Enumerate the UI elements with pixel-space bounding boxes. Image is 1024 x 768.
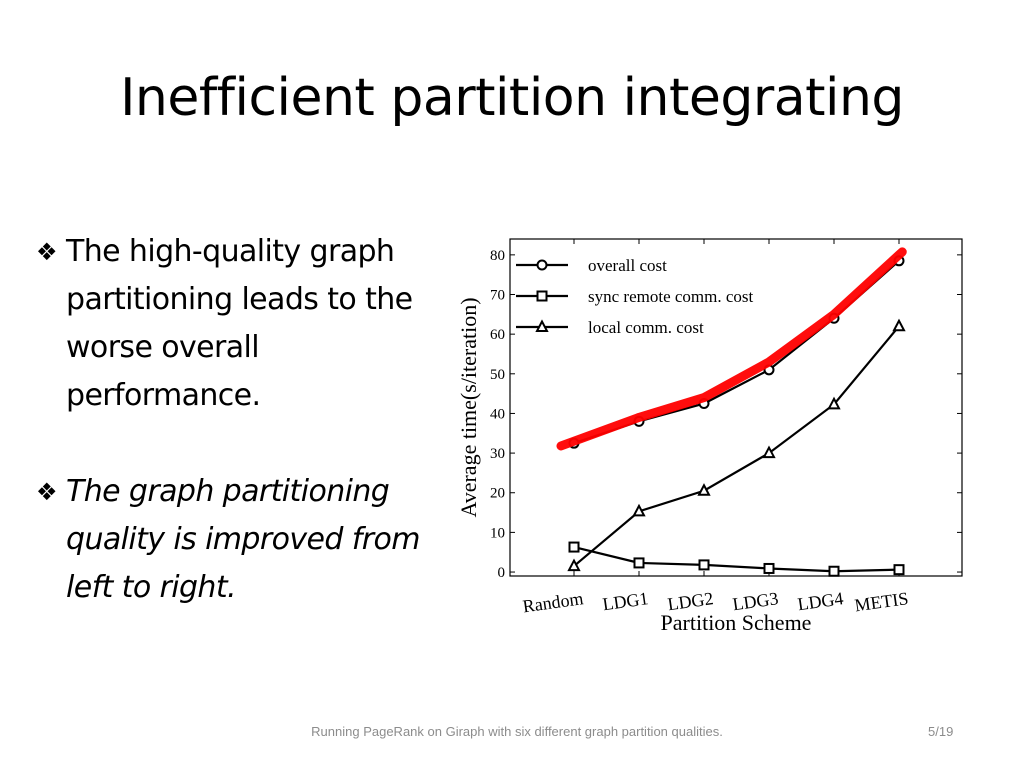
bullet-item: ❖ The graph partitioning quality is impr… <box>36 468 446 612</box>
series-line-square <box>573 545 900 573</box>
diamond-bullet-icon: ❖ <box>36 238 58 266</box>
y-tick-label: 30 <box>490 446 505 462</box>
highlight-line <box>556 247 907 451</box>
legend-marker-circle <box>536 259 548 271</box>
data-point-triangle <box>567 558 581 572</box>
data-point-square <box>568 541 580 553</box>
data-point-square <box>633 557 645 569</box>
x-tick-label: Random <box>521 588 584 616</box>
y-tick-label: 20 <box>490 486 505 502</box>
bullet-text: The graph partitioning quality is improv… <box>66 474 420 605</box>
data-point-square <box>698 559 710 571</box>
y-tick-label: 80 <box>490 248 505 264</box>
y-tick-label: 0 <box>498 565 506 581</box>
data-point-triangle <box>762 445 776 459</box>
series-line-triangle <box>573 325 900 567</box>
data-point-triangle <box>632 503 646 517</box>
x-axis-title: Partition Scheme <box>661 610 812 635</box>
x-tick-label: METIS <box>853 588 909 615</box>
legend-label: overall cost <box>588 256 667 275</box>
legend-marker-square <box>536 290 548 302</box>
chart: 0 10 20 30 40 50 60 70 80 Random LDG1 LDG2 LDG3 LDG4 M… <box>448 225 978 645</box>
y-axis-title: Average time(s/iteration) <box>456 297 481 517</box>
data-point-square <box>763 562 775 574</box>
slide-title: Inefficient partition integrating <box>120 68 904 128</box>
y-tick-label: 60 <box>490 327 505 343</box>
legend-label: local comm. cost <box>588 318 704 337</box>
bullet-text: The high-quality graph partitioning lead… <box>66 234 413 413</box>
y-tick-label: 70 <box>490 288 505 304</box>
plot-frame <box>509 238 963 577</box>
diamond-bullet-icon: ❖ <box>36 478 58 506</box>
bullet-list: ❖ The high-quality graph partitioning le… <box>36 228 446 660</box>
legend-label: sync remote comm. cost <box>588 287 754 306</box>
data-point-square <box>828 565 840 577</box>
page-number: 5/19 <box>928 724 954 739</box>
data-point-triangle <box>697 483 711 496</box>
y-tick-label: 10 <box>490 525 505 541</box>
bullet-item: ❖ The high-quality graph partitioning le… <box>36 228 446 420</box>
legend-marker-triangle <box>535 319 549 332</box>
y-tick-label: 50 <box>490 367 505 383</box>
data-point-triangle <box>892 318 906 332</box>
data-point-square <box>893 564 905 576</box>
y-tick-label: 40 <box>490 406 505 422</box>
footer-caption: Running PageRank on Giraph with six diff… <box>311 724 723 739</box>
data-point-triangle <box>827 396 841 410</box>
x-tick-label: LDG1 <box>601 588 649 614</box>
